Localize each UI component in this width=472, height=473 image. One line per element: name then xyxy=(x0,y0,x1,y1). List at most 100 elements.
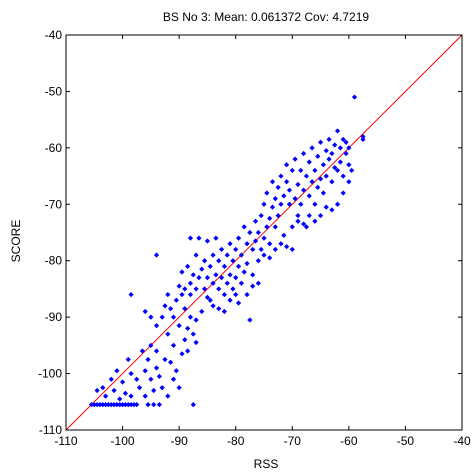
data-point xyxy=(131,402,137,408)
y-tick-label: -90 xyxy=(45,310,63,324)
data-point xyxy=(213,235,219,241)
data-point xyxy=(111,402,117,408)
data-point xyxy=(170,342,177,348)
data-point xyxy=(151,387,157,394)
data-point xyxy=(340,190,346,196)
data-point xyxy=(303,173,310,179)
x-tick-label: -80 xyxy=(227,434,245,448)
data-point xyxy=(244,241,250,247)
data-point xyxy=(295,181,301,188)
data-point xyxy=(315,153,321,159)
x-tick-label: -40 xyxy=(453,434,471,448)
data-point xyxy=(187,291,194,298)
data-point xyxy=(284,162,290,168)
data-point xyxy=(134,376,140,382)
data-point xyxy=(252,218,259,224)
data-point xyxy=(252,238,259,244)
data-point xyxy=(289,224,295,230)
data-point xyxy=(216,258,222,264)
data-point xyxy=(295,212,301,219)
data-point xyxy=(323,148,329,154)
data-point xyxy=(128,291,134,298)
data-point xyxy=(94,402,100,408)
data-point xyxy=(286,187,293,193)
data-point xyxy=(238,252,244,258)
data-point xyxy=(170,376,177,382)
data-point xyxy=(334,167,341,174)
data-point xyxy=(221,263,227,269)
data-point xyxy=(88,402,95,408)
x-tick-label: -100 xyxy=(111,434,135,448)
data-point xyxy=(241,269,247,275)
data-point xyxy=(258,212,264,219)
data-point xyxy=(235,235,242,241)
data-point xyxy=(190,402,196,408)
data-point xyxy=(267,255,273,261)
data-point xyxy=(250,283,256,289)
data-point xyxy=(168,359,174,365)
data-point xyxy=(289,167,295,174)
data-point xyxy=(247,229,253,236)
data-point xyxy=(346,162,352,168)
data-point xyxy=(218,246,225,253)
y-axis-label: SCORE xyxy=(9,220,23,263)
data-point xyxy=(278,173,284,179)
data-point xyxy=(173,297,179,303)
data-point xyxy=(148,376,154,382)
data-point xyxy=(142,368,148,374)
data-point xyxy=(142,393,148,399)
data-point xyxy=(230,258,236,264)
data-point xyxy=(281,232,287,238)
data-point xyxy=(97,402,103,408)
data-point xyxy=(119,379,126,385)
reference-line xyxy=(65,34,463,431)
data-point xyxy=(185,325,191,332)
data-point xyxy=(235,300,242,306)
data-point xyxy=(323,173,329,179)
data-point xyxy=(323,204,329,210)
data-point xyxy=(196,235,202,241)
x-tick-label: -70 xyxy=(284,434,302,448)
data-point xyxy=(185,263,191,269)
data-point xyxy=(275,212,281,219)
data-point xyxy=(182,337,188,343)
data-point xyxy=(179,269,185,275)
data-point xyxy=(309,145,315,151)
data-point xyxy=(329,207,335,213)
data-point xyxy=(103,393,109,399)
data-point xyxy=(227,241,233,247)
data-point xyxy=(255,229,261,236)
data-point xyxy=(230,286,236,292)
data-point xyxy=(286,201,293,207)
data-point xyxy=(151,402,157,408)
data-point xyxy=(162,356,168,363)
data-point xyxy=(153,365,160,371)
y-tick-label: -70 xyxy=(45,197,63,211)
data-point xyxy=(312,201,318,207)
data-point xyxy=(187,235,194,241)
data-point xyxy=(103,402,109,408)
data-point xyxy=(264,190,270,196)
data-point xyxy=(148,314,154,320)
data-point xyxy=(136,385,143,391)
data-point xyxy=(165,331,171,337)
data-point xyxy=(210,303,216,309)
data-point xyxy=(227,297,233,303)
data-point xyxy=(329,150,335,157)
data-point xyxy=(176,323,182,329)
data-point xyxy=(326,136,332,142)
data-point xyxy=(153,252,160,258)
data-point xyxy=(100,385,106,391)
data-point xyxy=(337,145,343,151)
data-point xyxy=(269,204,276,210)
x-axis: -110 -100 -90 -80 -70 -60 -50 -40 xyxy=(54,35,471,448)
data-point xyxy=(272,224,278,230)
data-point xyxy=(221,308,227,315)
data-point xyxy=(278,241,284,247)
data-point xyxy=(119,402,126,408)
data-point xyxy=(301,187,307,193)
data-point xyxy=(125,402,131,408)
data-point xyxy=(159,385,165,391)
data-point xyxy=(134,402,140,408)
data-point xyxy=(108,402,114,408)
